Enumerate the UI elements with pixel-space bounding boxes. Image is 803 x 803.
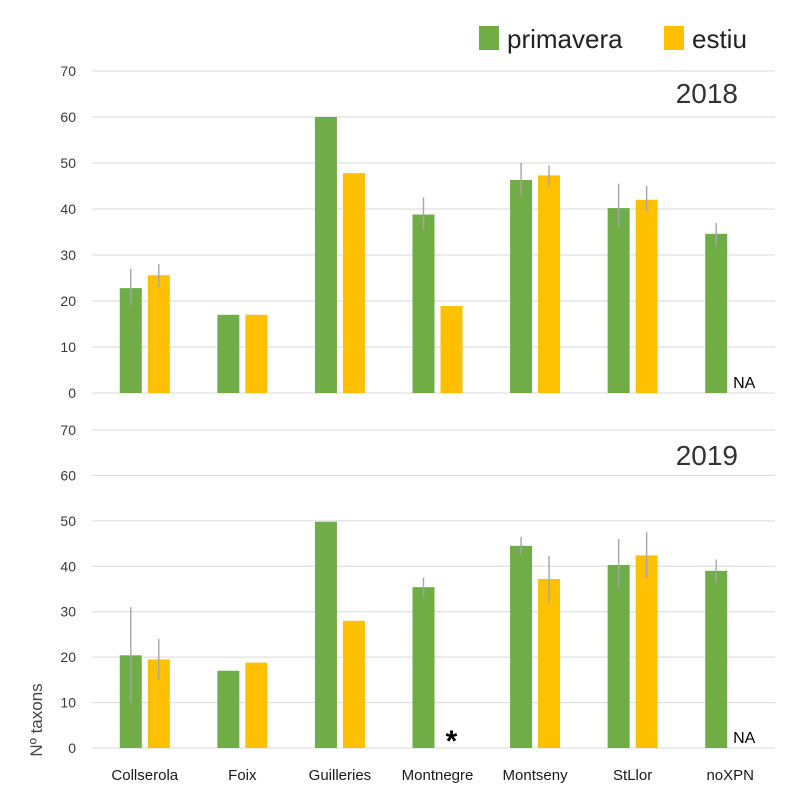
y-tick-label: 20 [60,649,76,665]
bar-estiu-Foix [245,314,268,393]
annotation-na: NA [733,730,756,747]
bar-estiu-Montseny [538,579,561,748]
legend-label-primavera: primavera [507,24,623,54]
x-tick-label: Collserola [111,767,178,784]
bar-estiu-Guilleries [342,620,365,748]
bar-primavera-noXPN [705,570,728,748]
legend-swatch-estiu [664,26,684,50]
y-tick-label: 50 [60,513,76,529]
y-tick-label: 30 [60,604,76,620]
x-tick-label: Montseny [503,767,569,784]
y-tick-label: 40 [60,558,76,574]
bar-primavera-StLlor [607,208,630,393]
bar-primavera-noXPN [705,233,728,393]
panel-title: 2019 [676,440,738,471]
bar-primavera-Montnegre [412,214,435,393]
bar-estiu-Collserola [147,659,170,748]
panel-title: 2018 [676,78,738,109]
bar-estiu-Foix [245,662,268,748]
y-tick-label: 0 [68,740,76,756]
panel-2019: 0 10 20 30 40 50 60 70 2019 * NA Collserola Foix Guil… [60,422,775,784]
annotation-asterisk: * [446,725,458,758]
x-tick-label: noXPN [706,767,754,784]
bar-primavera-Montseny [510,180,533,393]
bar-primavera-StLlor [607,564,630,748]
bar-estiu-StLlor [635,555,658,748]
y-axis-label: Nº taxons [27,683,46,756]
bar-primavera-Collserola [119,288,142,393]
x-tick-label: Guilleries [309,767,372,784]
bar-estiu-Montseny [538,175,561,393]
bar-primavera-Guilleries [314,521,337,748]
y-tick-label: 40 [60,201,76,217]
y-tick-label: 60 [60,467,76,483]
bar-estiu-StLlor [635,199,658,393]
y-tick-label: 10 [60,339,76,355]
bar-primavera-Montnegre [412,587,435,748]
x-tick-label: Montnegre [402,767,474,784]
bar-primavera-Foix [217,670,240,748]
y-tick-label: 50 [60,155,76,171]
annotation-na: NA [733,375,756,392]
y-tick-label: 10 [60,695,76,711]
y-tick-label: 60 [60,109,76,125]
y-tick-label: 30 [60,247,76,263]
legend: primavera estiu [479,24,747,54]
legend-label-estiu: estiu [692,24,747,54]
legend-swatch-primavera [479,26,499,50]
bar-primavera-Guilleries [314,117,337,393]
x-tick-label: Foix [228,767,257,784]
y-tick-label: 20 [60,293,76,309]
bar-primavera-Foix [217,314,240,393]
bar-estiu-Montnegre [440,306,463,393]
bar-estiu-Guilleries [342,173,365,393]
y-tick-label: 70 [60,63,76,79]
chart-panels: 0 10 20 30 40 50 60 70 2018 NA 0 10 20 30 40 50 60 70 2019… [60,63,775,784]
panel-2018: 0 10 20 30 40 50 60 70 2018 NA [60,63,775,401]
bar-primavera-Montseny [510,545,533,748]
y-tick-label: 0 [68,385,76,401]
bar-estiu-Collserola [147,275,170,393]
x-tick-label: StLlor [613,767,652,784]
y-tick-label: 70 [60,422,76,438]
